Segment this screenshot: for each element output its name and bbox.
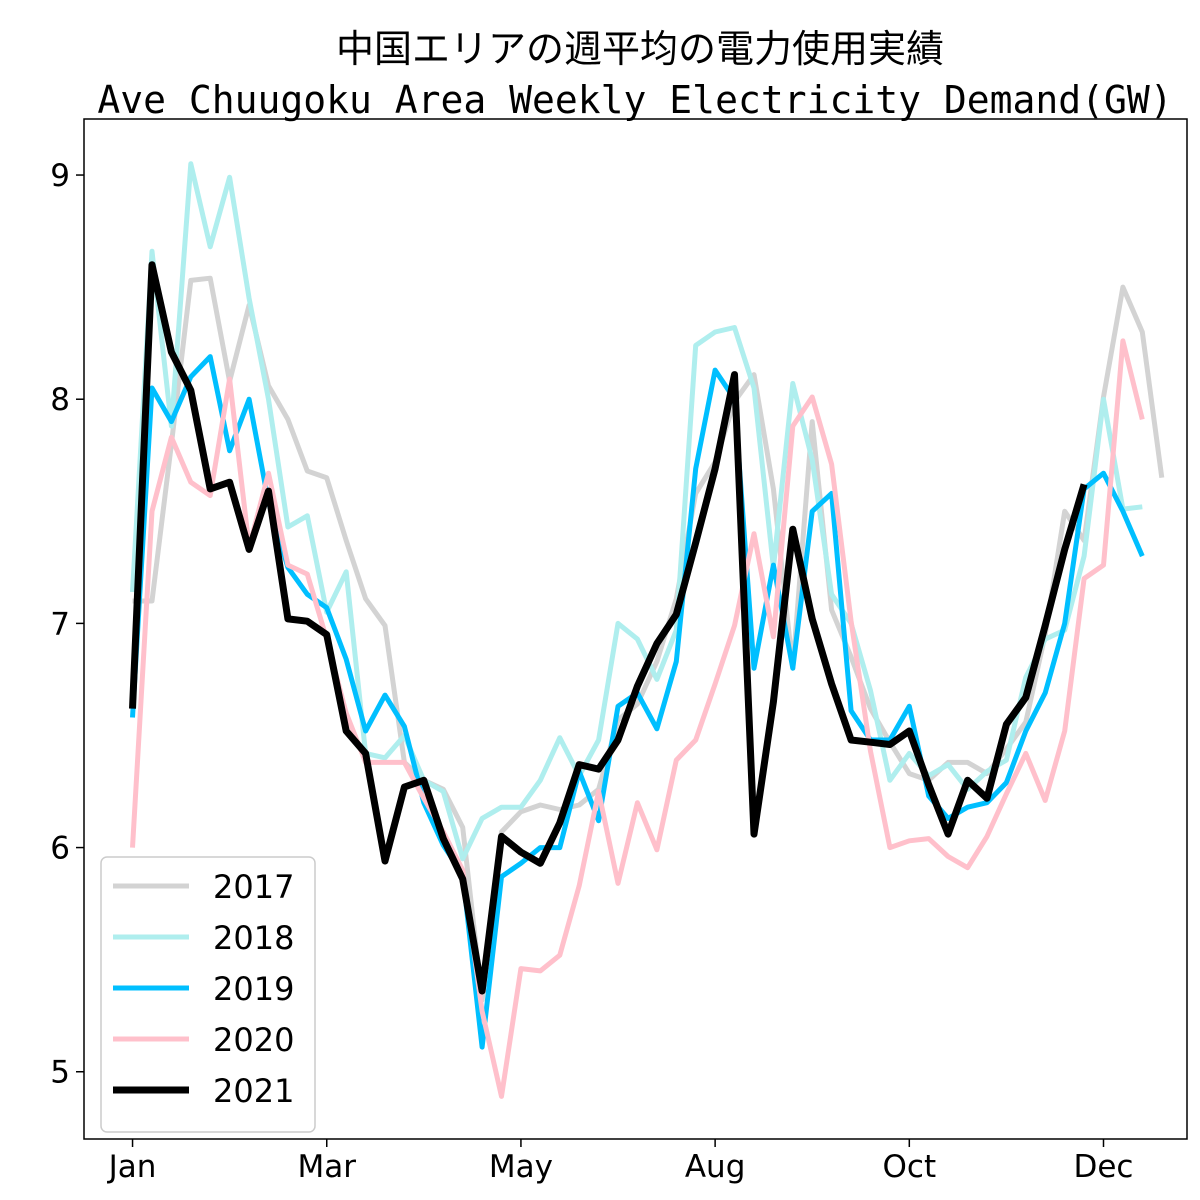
y-tick-label: 7 [50, 606, 70, 642]
legend: 2017 2018 2019 2020 2021 [100, 856, 316, 1133]
x-tick-label: Mar [297, 1149, 356, 1185]
x-tick-label: May [489, 1149, 553, 1185]
axes-layer: 5 6 7 8 9 Jan Mar May Aug Oct Dec [50, 118, 1188, 1185]
legend-label-2017: 2017 [213, 868, 294, 906]
x-tick-label: Aug [685, 1149, 746, 1185]
y-tick-label: 5 [50, 1055, 70, 1091]
y-tick-label: 9 [50, 158, 70, 194]
y-tick-label: 8 [50, 382, 70, 418]
series-layer [129, 161, 1165, 1099]
legend-label-2020: 2020 [213, 1021, 294, 1059]
series-line-2021 [129, 261, 1088, 995]
legend-box [100, 856, 316, 1133]
chart-title: 中国エリアの週平均の電力使用実績 [336, 27, 944, 71]
chart-subtitle: Ave Chuugoku Area Weekly Electricity Dem… [97, 78, 1172, 122]
x-tick-label: Dec [1073, 1149, 1133, 1185]
series-line-2020 [130, 338, 1145, 1099]
legend-label-2018: 2018 [213, 919, 294, 957]
x-tick-label: Jan [107, 1149, 157, 1185]
y-tick-label: 6 [50, 831, 70, 867]
legend-label-2019: 2019 [213, 970, 294, 1008]
plot-frame [83, 118, 1188, 1140]
series-line-2018 [130, 161, 1143, 862]
x-tick-label: Oct [883, 1149, 937, 1185]
legend-label-2021: 2021 [213, 1072, 294, 1110]
